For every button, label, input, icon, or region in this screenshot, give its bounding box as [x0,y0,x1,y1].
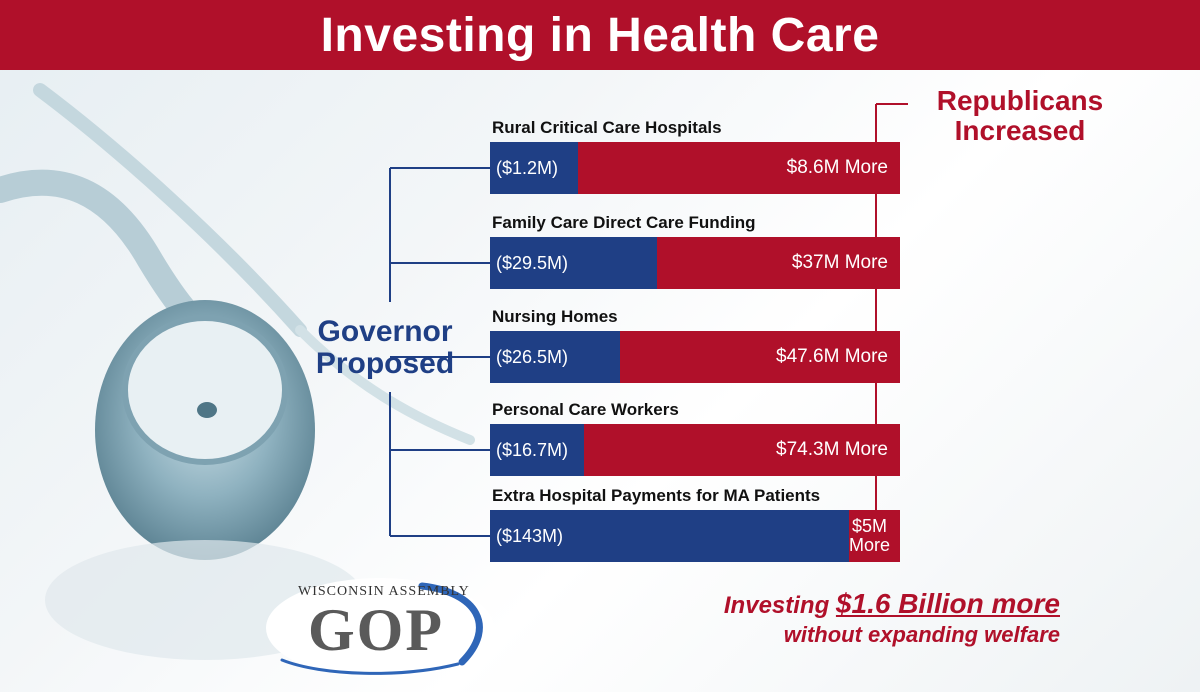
background-art [0,83,908,660]
bar-segment-republican: $74.3M More [584,424,900,476]
bar-title-ma-patients: Extra Hospital Payments for MA Patients [492,486,821,505]
bar-personal-care: ($16.7M) $74.3M More [490,424,900,476]
bar-title-personal-care: Personal Care Workers [492,400,679,419]
bar-segment-governor: ($143M) [490,510,849,562]
bar-title-family-care: Family Care Direct Care Funding [492,213,756,232]
republicans-increased-label: Republicans Increased [936,85,1104,146]
bar-family-care: ($29.5M) $37M More [490,237,900,289]
wisconsin-assembly-gop-logo: WISCONSIN ASSEMBLY GOP [262,572,502,684]
logo-top-text: WISCONSIN ASSEMBLY [298,584,470,599]
title-banner: Investing in Health Care [0,0,1200,70]
bar-segment-republican: $47.6M More [620,331,900,383]
footer-amount: $1.6 Billion more [835,588,1060,619]
bar-nursing-homes: ($26.5M) $47.6M More [490,331,900,383]
bar-segment-republican: $5M More [849,510,900,562]
bar-title-nursing-homes: Nursing Homes [492,307,618,326]
bar-rural-hospitals: ($1.2M) $8.6M More [490,142,900,194]
bar-segment-governor: ($29.5M) [490,237,657,289]
page-title: Investing in Health Care [320,8,880,62]
bar-segment-governor: ($26.5M) [490,331,620,383]
bar-segment-republican: $37M More [657,237,900,289]
logo-badge-icon [266,578,494,678]
governor-connector-lines [389,167,490,537]
bar-segment-republican: $8.6M More [578,142,900,194]
bar-title-rural-hospitals: Rural Critical Care Hospitals [492,118,722,137]
governor-proposed-label: Governor Proposed [315,315,455,380]
bar-segment-governor: ($16.7M) [490,424,584,476]
bar-segment-governor: ($1.2M) [490,142,578,194]
footer-note: Investing $1.6 Billion more without expa… [723,588,1060,647]
bar-ma-patients: ($143M) $5M More [490,510,900,562]
logo-main-text: GOP [308,597,444,663]
